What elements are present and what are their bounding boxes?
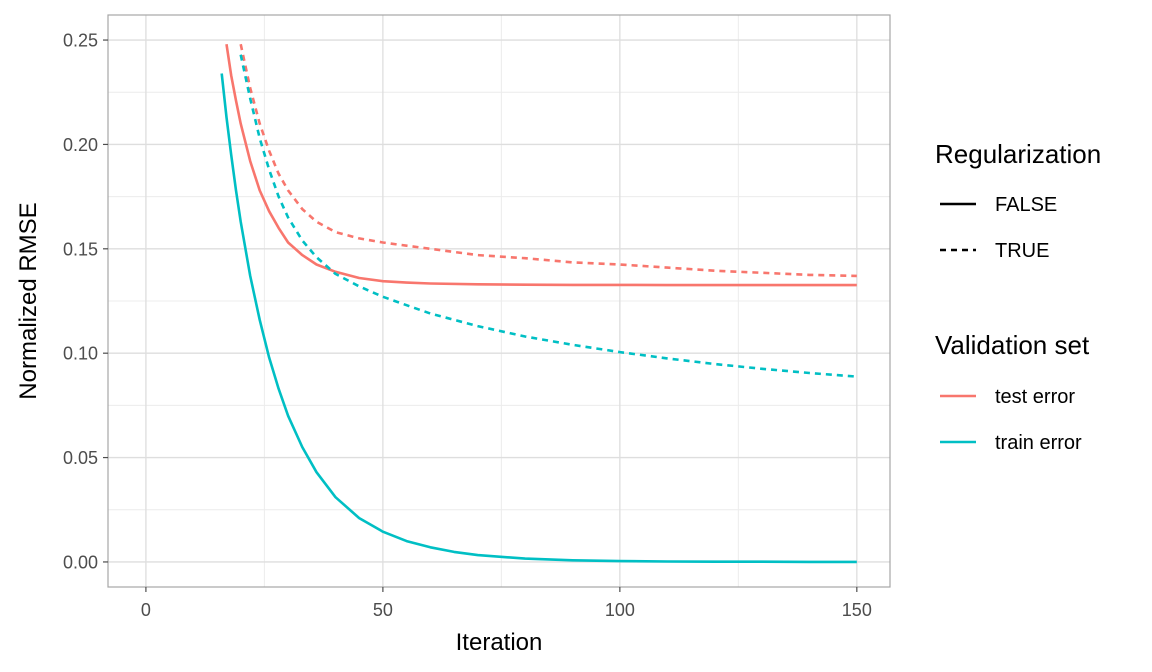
y-tick-label: 0.05 <box>63 448 98 468</box>
minor-gridlines <box>108 15 890 587</box>
y-tick-label: 0.25 <box>63 31 98 51</box>
series-line-train-error-false <box>220 73 857 564</box>
x-tick-label: 50 <box>373 600 393 620</box>
x-tick-label: 100 <box>605 600 635 620</box>
legend-label-true: TRUE <box>995 240 1049 262</box>
legend-label-false: FALSE <box>995 194 1057 216</box>
y-tick-label: 0.15 <box>63 239 98 259</box>
legend-label-train-error: train error <box>995 432 1082 454</box>
series-line-test-error-true <box>239 43 857 278</box>
series-line-test-error-false <box>225 44 857 287</box>
legend-label-test-error: test error <box>995 386 1075 408</box>
y-axis-title: Normalized RMSE <box>15 202 42 399</box>
legend-title-regularization: Regularization <box>935 139 1101 169</box>
legend-title-validation-set: Validation set <box>935 330 1090 360</box>
y-axis: 0.00 0.05 0.10 0.15 0.20 0.25 <box>63 31 108 572</box>
panel-border <box>107 14 891 588</box>
x-tick-label: 0 <box>141 600 151 620</box>
legend: Regularization FALSE TRUE Validation set tes… <box>935 139 1101 454</box>
y-tick-label: 0.10 <box>63 344 98 364</box>
x-tick-label: 150 <box>842 600 872 620</box>
x-axis-title: Iteration <box>456 629 543 656</box>
x-axis: 0 50 100 150 <box>141 587 872 620</box>
series-line-train-error-true <box>239 54 857 378</box>
y-tick-label: 0.00 <box>63 552 98 572</box>
y-tick-label: 0.20 <box>63 135 98 155</box>
data-series <box>220 43 857 564</box>
